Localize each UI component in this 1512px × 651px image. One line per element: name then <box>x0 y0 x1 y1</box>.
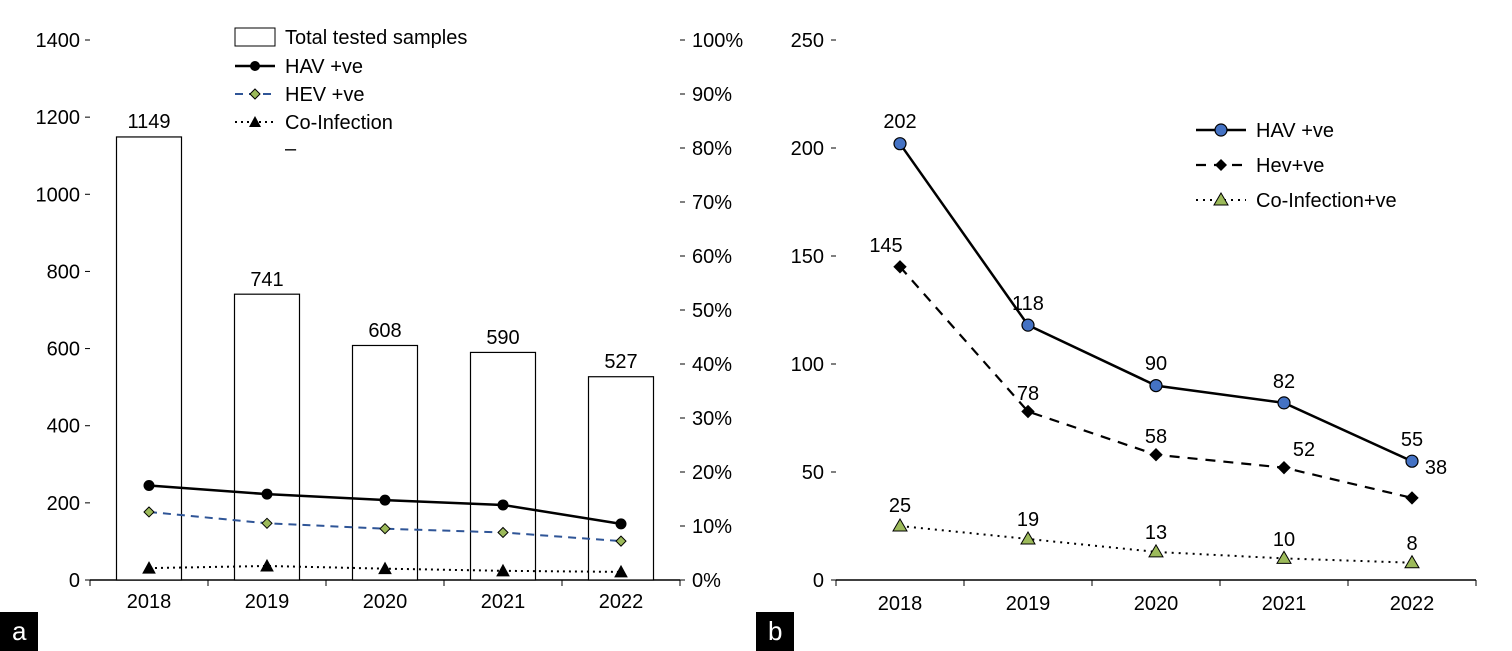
legend-bars: Total tested samples <box>285 27 467 49</box>
ytick-b-4: 200 <box>791 138 824 160</box>
legend-hev-a: HEV +ve <box>285 84 364 106</box>
ltick-0: 0 <box>69 570 80 592</box>
co-lab-2: 13 <box>1145 522 1167 544</box>
barlab-3: 590 <box>486 327 519 349</box>
ltick-7: 1400 <box>36 30 81 52</box>
hav-lab-1: 118 <box>1012 293 1044 315</box>
right-axis-ticks <box>680 40 685 580</box>
barlab-2: 608 <box>368 320 401 342</box>
hav-lab-2: 90 <box>1145 353 1167 375</box>
ltick-3: 600 <box>47 339 80 361</box>
legend-hav-b: HAV +ve <box>1256 120 1334 142</box>
ytick-b-0: 0 <box>813 570 824 592</box>
hav-lab-3: 82 <box>1273 371 1295 393</box>
co-lab-1: 19 <box>1017 509 1039 531</box>
panel-a-badge: a <box>0 612 38 651</box>
rtick-6: 60% <box>692 246 732 268</box>
ytick-b-3: 150 <box>791 246 824 268</box>
ytick-b-1: 50 <box>802 462 824 484</box>
ltick-5: 1000 <box>36 184 81 206</box>
ltick-4: 800 <box>47 261 80 283</box>
panel-b-plot: 0 50 100 150 200 250 2018 2019 2020 202 <box>791 30 1476 615</box>
right-axis-labels: 0% 10% 20% 30% 40% 50% 60% 70% 80% 90% 1… <box>692 30 743 592</box>
xcat-a-1: 2019 <box>245 591 290 613</box>
xcat-b-3: 2021 <box>1262 593 1307 615</box>
rtick-9: 90% <box>692 84 732 106</box>
xcat-b-1: 2019 <box>1006 593 1051 615</box>
rtick-8: 80% <box>692 138 732 160</box>
legend-b: HAV +ve Hev+ve Co-Infection+ve <box>1196 120 1397 212</box>
legend-co-b: Co-Infection+ve <box>1256 190 1397 212</box>
x-labels-b: 2018 2019 2020 2021 2022 <box>878 593 1435 615</box>
hev-lab-2: 58 <box>1145 426 1167 448</box>
barlab-1: 741 <box>250 269 283 291</box>
xcat-a-3: 2021 <box>481 591 526 613</box>
panel-a-plot: 0 200 400 600 800 1000 1200 1400 <box>36 27 744 613</box>
ltick-6: 1200 <box>36 107 81 129</box>
rtick-5: 50% <box>692 300 732 322</box>
rtick-1: 10% <box>692 516 732 538</box>
labels-hav-b: 202 118 90 82 55 <box>883 111 1423 451</box>
hav-lab-0: 202 <box>883 111 916 133</box>
rtick-10: 100% <box>692 30 743 52</box>
legend-hav-a: HAV +ve <box>285 56 363 78</box>
legend-extra-dash: – <box>285 138 297 160</box>
panel-b-badge: b <box>756 612 794 651</box>
labels-co-b: 25 19 13 10 8 <box>889 495 1418 555</box>
hev-lab-0: 145 <box>869 235 902 257</box>
bar-labels: 1149 741 608 590 527 <box>127 111 637 373</box>
left-axis-labels: 0 200 400 600 800 1000 1200 1400 <box>36 30 81 592</box>
ltick-1: 200 <box>47 493 80 515</box>
co-lab-0: 25 <box>889 495 911 517</box>
y-ticks-b <box>831 40 836 580</box>
rtick-4: 40% <box>692 354 732 376</box>
hev-lab-3: 52 <box>1293 439 1315 461</box>
xcat-b-2: 2020 <box>1134 593 1179 615</box>
markers-hav-b <box>894 138 1418 468</box>
xcat-a-4: 2022 <box>599 591 644 613</box>
bars <box>117 137 654 580</box>
x-ticks-a <box>90 580 680 586</box>
panel-a-svg: 0 200 400 600 800 1000 1200 1400 <box>0 0 756 651</box>
panel-a: 0 200 400 600 800 1000 1200 1400 <box>0 0 756 651</box>
ltick-2: 400 <box>47 416 80 438</box>
legend-hev-b: Hev+ve <box>1256 155 1324 177</box>
ytick-b-2: 100 <box>791 354 824 376</box>
x-axis-labels-a: 2018 2019 2020 2021 2022 <box>127 591 644 613</box>
co-lab-4: 8 <box>1406 533 1417 555</box>
hev-lab-1: 78 <box>1017 383 1039 405</box>
rtick-2: 20% <box>692 462 732 484</box>
co-lab-3: 10 <box>1273 529 1295 551</box>
rtick-3: 30% <box>692 408 732 430</box>
y-labels-b: 0 50 100 150 200 250 <box>791 30 824 592</box>
x-ticks-b <box>836 580 1476 586</box>
rtick-7: 70% <box>692 192 732 214</box>
barlab-4: 527 <box>604 351 637 373</box>
panel-b-svg: 0 50 100 150 200 250 2018 2019 2020 202 <box>756 0 1512 651</box>
ytick-b-5: 250 <box>791 30 824 52</box>
rtick-0: 0% <box>692 570 721 592</box>
hav-lab-4: 55 <box>1401 429 1423 451</box>
xcat-b-4: 2022 <box>1390 593 1435 615</box>
hev-lab-4: 38 <box>1425 457 1447 479</box>
legend-co-a: Co-Infection <box>285 112 393 134</box>
left-axis-ticks <box>85 40 90 580</box>
barlab-0: 1149 <box>127 111 170 133</box>
panel-b: 0 50 100 150 200 250 2018 2019 2020 202 <box>756 0 1512 651</box>
xcat-a-0: 2018 <box>127 591 172 613</box>
xcat-a-2: 2020 <box>363 591 408 613</box>
xcat-b-0: 2018 <box>878 593 923 615</box>
legend-a: Total tested samples HAV +ve HEV +ve Co-… <box>235 27 467 160</box>
